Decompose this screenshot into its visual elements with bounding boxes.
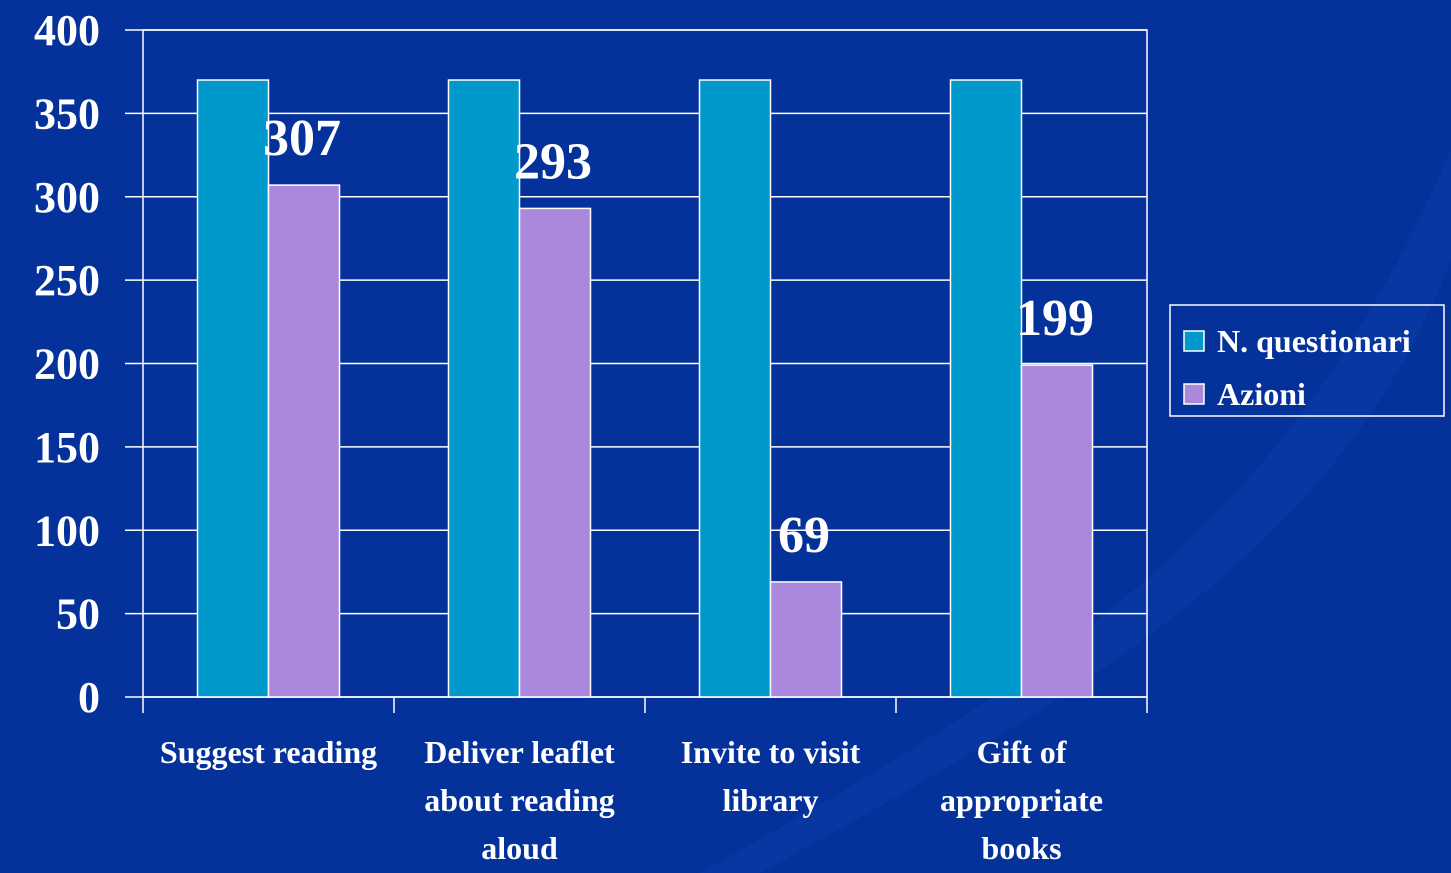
x-tick-label: Gift of appropriate books [940, 734, 1103, 866]
bar [1020, 364, 1094, 698]
y-tick-label: 100 [34, 506, 100, 555]
y-tick-label: 350 [34, 89, 100, 138]
y-tick-label: 300 [34, 173, 100, 222]
data-label: 293 [514, 133, 592, 190]
bar [518, 207, 592, 698]
y-tick-label: 400 [34, 6, 100, 55]
y-tick-label: 200 [34, 340, 100, 389]
data-label: 69 [778, 507, 830, 564]
x-tick-label: Deliver leaflet about reading aloud [424, 734, 615, 866]
legend-label: Azioni [1217, 376, 1306, 412]
data-label: 307 [263, 110, 341, 167]
bar [949, 79, 1023, 698]
y-tick-label: 50 [56, 590, 100, 639]
bar [196, 79, 270, 698]
bar [769, 581, 843, 698]
data-label: 199 [1016, 290, 1094, 347]
y-tick-label: 150 [34, 423, 100, 472]
legend-box [1169, 304, 1445, 417]
legend-swatch [1183, 330, 1205, 352]
legend-label: N. questionari [1217, 323, 1411, 359]
bar [447, 79, 521, 698]
y-tick-label: 250 [34, 256, 100, 305]
bar [267, 184, 341, 698]
y-tick-label: 0 [78, 673, 100, 722]
x-tick-label: Suggest reading [159, 734, 378, 770]
x-tick-label: Invite to visit library [680, 734, 861, 818]
legend-swatch [1183, 383, 1205, 405]
bar [698, 79, 772, 698]
